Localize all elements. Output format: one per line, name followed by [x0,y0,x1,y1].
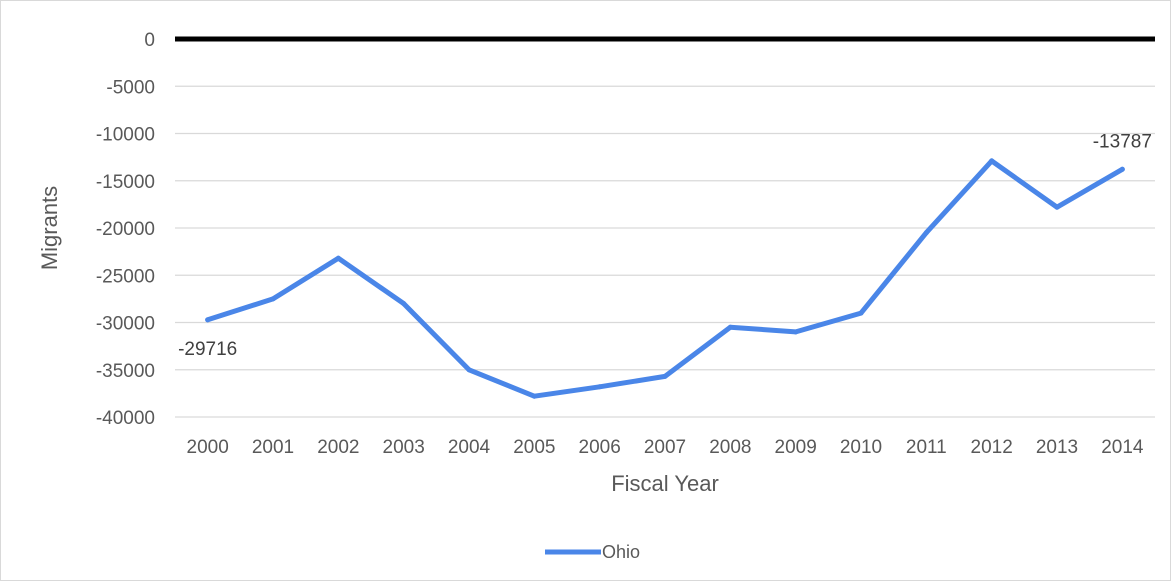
x-tick-label: 2013 [1036,437,1078,458]
gridlines [175,36,1155,418]
x-axis-tick-labels: 2000 2001 2002 2003 2004 2005 2006 2007 2008 2009… [187,437,1144,458]
y-axis-title: Migrants [37,186,62,270]
y-tick-label: -20000 [96,219,155,240]
data-point [989,158,995,164]
data-point [858,310,864,316]
x-tick-label: 2006 [579,437,621,458]
x-tick-label: 2007 [644,437,686,458]
y-tick-label: -30000 [96,314,155,335]
legend-label-ohio: Ohio [602,542,640,562]
data-point [597,384,603,390]
data-point [531,393,537,399]
series-layer [205,158,1125,399]
data-point [662,373,668,379]
x-tick-label: 2010 [840,437,882,458]
x-tick-label: 2003 [383,437,425,458]
y-tick-label: -35000 [96,361,155,382]
x-tick-label: 2012 [971,437,1013,458]
x-tick-label: 2004 [448,437,491,458]
data-point [401,301,407,307]
y-axis-tick-labels: 0 -5000 -10000 -15000 -20000 -25000 -30000 -350… [96,30,155,429]
x-tick-label: 2009 [775,437,817,458]
x-tick-label: 2002 [317,437,359,458]
series-line-ohio [205,158,1125,399]
data-point [466,367,472,373]
data-point [1054,204,1060,210]
x-tick-label: 2011 [906,437,947,458]
data-point [335,255,341,261]
data-label: -29716 [178,339,237,360]
y-tick-label: -15000 [96,172,155,193]
y-tick-label: -40000 [96,408,155,429]
data-label: -13787 [1093,131,1152,152]
data-point [727,324,733,330]
data-labels: -29716 -13787 [178,131,1152,360]
x-tick-label: 2008 [709,437,751,458]
x-axis-title: Fiscal Year [611,471,719,496]
x-tick-label: 2000 [187,437,229,458]
data-point [270,296,276,302]
legend: Ohio [545,542,640,562]
x-tick-label: 2001 [252,437,294,458]
data-point [793,329,799,335]
y-tick-label: 0 [144,30,155,51]
data-point [1119,166,1125,172]
y-tick-label: -10000 [96,125,155,146]
data-point [205,317,211,323]
data-point [923,230,929,236]
x-tick-label: 2005 [513,437,555,458]
y-tick-label: -5000 [106,77,155,98]
y-tick-label: -25000 [96,266,155,287]
x-tick-label: 2014 [1101,437,1144,458]
